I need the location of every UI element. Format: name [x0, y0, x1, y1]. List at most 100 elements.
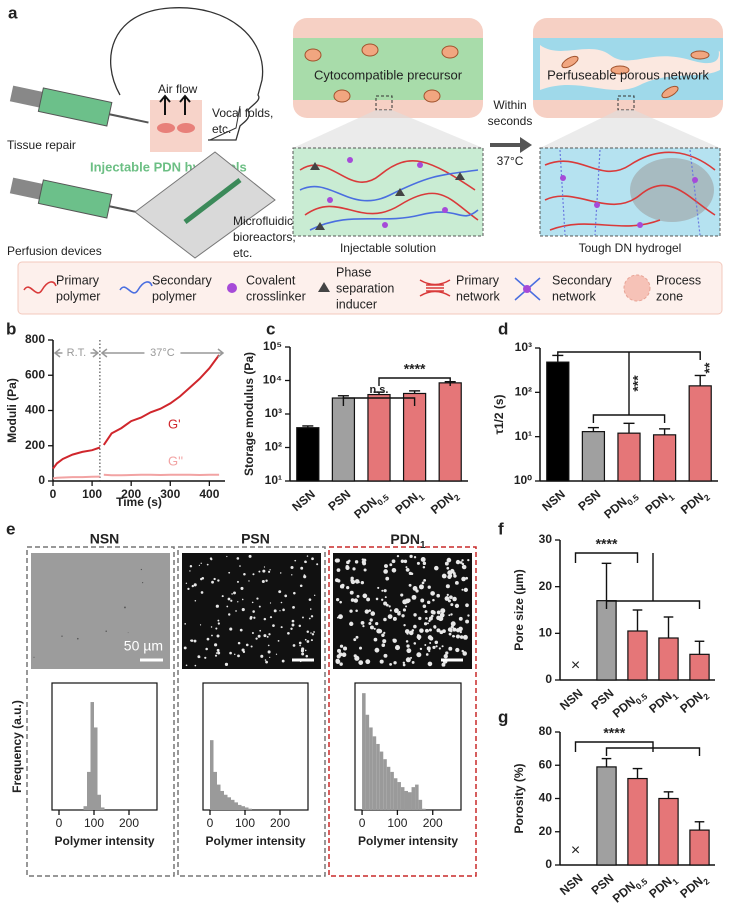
- speckle: [299, 644, 301, 647]
- speckle: [362, 593, 368, 599]
- speckle: [277, 639, 280, 642]
- panel-label: e: [6, 519, 15, 538]
- bar: [546, 361, 570, 482]
- text-part: 1: [666, 492, 676, 503]
- y-tick-label: 20: [539, 824, 553, 838]
- legend-label: zone: [656, 289, 683, 303]
- speckle: [214, 643, 218, 647]
- y-axis-label: Porosity (%): [512, 763, 526, 833]
- histogram-bar: [245, 807, 249, 810]
- y-tick-label: 200: [25, 438, 45, 452]
- transition-label: Within: [493, 98, 526, 112]
- histogram-bar: [418, 799, 423, 810]
- speckle: [306, 555, 309, 557]
- histogram-bar: [210, 740, 214, 810]
- speckle: [255, 637, 258, 640]
- speckle: [336, 598, 340, 602]
- x-tick-label: 0: [56, 816, 63, 830]
- speckle: [401, 614, 405, 618]
- speckle: [451, 569, 455, 574]
- chart-title: PSN: [241, 531, 270, 547]
- speckle: [383, 617, 387, 622]
- speckle: [465, 576, 469, 580]
- speckle: [382, 639, 387, 644]
- speckle: [206, 637, 210, 641]
- significance-bracket: [592, 352, 666, 423]
- speckle: [381, 643, 386, 647]
- bar: [689, 829, 710, 866]
- speckle: [127, 632, 129, 634]
- speckle: [268, 633, 271, 636]
- x-tick-label: 100: [82, 487, 102, 501]
- text-part: 1: [670, 691, 680, 702]
- speckle: [258, 570, 261, 573]
- cell: [333, 89, 351, 103]
- speckle: [294, 559, 297, 562]
- speckle: [427, 622, 429, 625]
- speckle: [423, 578, 427, 582]
- speckle: [239, 565, 241, 567]
- histogram-bar: [83, 806, 87, 810]
- histogram-bar: [393, 778, 398, 810]
- speckle: [355, 635, 359, 639]
- text-part: 1: [670, 876, 680, 887]
- histogram-bar: [220, 790, 224, 810]
- speckle: [267, 644, 270, 647]
- speckle: [350, 598, 355, 602]
- speckle: [377, 586, 380, 589]
- speckle: [265, 579, 268, 582]
- speckle: [402, 663, 406, 667]
- text-part: 1: [420, 540, 426, 551]
- histogram-bar: [234, 802, 238, 810]
- speckle: [240, 586, 244, 590]
- speckle: [368, 609, 372, 612]
- speckle: [229, 651, 232, 655]
- speckle: [184, 623, 187, 625]
- speckle: [224, 662, 229, 666]
- bar: [689, 653, 710, 681]
- speckle: [393, 661, 397, 665]
- speckle: [291, 623, 295, 627]
- x-tick-label: 200: [119, 816, 139, 830]
- speckle: [453, 574, 457, 578]
- speckle: [436, 593, 441, 598]
- speckle: [279, 572, 282, 574]
- speckle: [397, 612, 401, 616]
- speckle: [198, 564, 201, 566]
- micrograph: [31, 553, 170, 669]
- speckle: [393, 608, 399, 614]
- speckle: [433, 625, 437, 629]
- speckle: [438, 647, 441, 650]
- bar: [596, 766, 617, 866]
- vocal-folds-label: Vocal folds,: [212, 106, 273, 120]
- bar: [581, 431, 606, 482]
- speckle: [236, 580, 239, 583]
- speckle: [376, 628, 382, 634]
- speckle: [452, 596, 457, 602]
- y-tick-label: 10¹: [515, 429, 532, 443]
- speckle: [245, 643, 249, 647]
- speckle: [200, 577, 203, 581]
- legend-icon: [227, 283, 237, 293]
- speckle: [185, 582, 188, 584]
- speckle: [308, 598, 312, 601]
- speckle: [413, 613, 417, 617]
- legend-icon: [23, 281, 57, 294]
- speckle: [336, 568, 341, 572]
- head-outline: [109, 7, 264, 141]
- scale-bar-label: 50 µm: [124, 638, 163, 654]
- speckle: [268, 570, 271, 573]
- speckle: [265, 660, 268, 664]
- speckle: [432, 598, 435, 602]
- speckle: [425, 617, 428, 620]
- speckle: [272, 624, 275, 627]
- speckle: [339, 600, 342, 604]
- syringe: [9, 177, 149, 219]
- pointer: [209, 105, 241, 141]
- speckle: [369, 618, 373, 622]
- y-tick-label: 20: [539, 579, 553, 593]
- x-axis-label: Polymer intensity: [54, 834, 154, 848]
- speckle: [405, 566, 408, 569]
- bar: [658, 797, 679, 866]
- missing-marker: ×: [571, 657, 580, 674]
